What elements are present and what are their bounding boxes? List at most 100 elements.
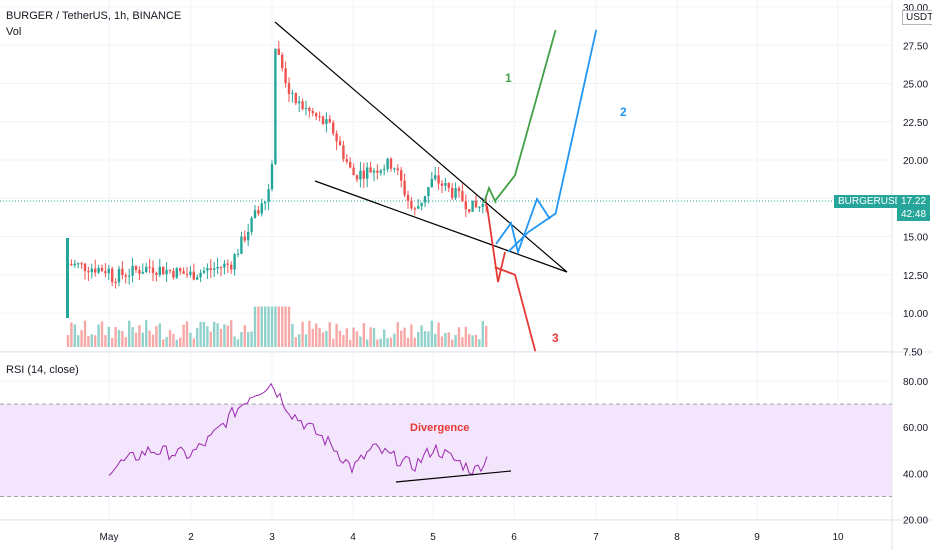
candle-body [437,175,440,184]
candle-body [264,201,267,204]
volume-bar [168,330,172,347]
volume-bar [233,336,236,347]
volume-bar [131,327,134,347]
candle-body [240,236,243,254]
volume-bar [151,334,155,347]
volume-bar [474,334,478,347]
candle-body [386,158,389,170]
volume-bar [264,306,267,347]
volume-bar [379,338,382,347]
candle-body [420,202,423,207]
candle-body [121,268,124,276]
candle-body [70,264,73,266]
volume-bar [270,306,274,347]
volume-bar [287,306,291,347]
candle-body [111,268,114,282]
volume-bar [325,330,328,347]
candle-body [168,269,172,272]
volume-bar [447,332,450,347]
volume-bar [216,323,219,347]
currency-label[interactable]: USDT [902,10,932,25]
candle-body [141,272,144,274]
time-tick-label: 5 [430,532,436,543]
volume-bar [444,332,447,347]
volume-bar [372,328,376,347]
volume-bar [383,329,386,347]
candle-body [447,183,450,188]
volume-bar [315,323,318,347]
candle-body [90,268,93,273]
volume-bar [457,327,461,347]
candle-body [315,113,318,117]
candle-body [284,68,287,84]
symbol-price-tag: BURGERUSDT [834,195,913,208]
candle-body [430,179,433,188]
candle-body [206,267,209,271]
candle-body [247,231,250,241]
volume-bar [410,324,413,347]
candle-body [202,270,206,273]
volume-bar [478,339,481,347]
projection-path-3-lead [486,205,506,283]
volume-bar [437,322,440,347]
volume-bar [247,331,250,347]
projection-path-1 [493,29,557,202]
candle-body [260,203,263,214]
time-tick-label: 6 [511,532,517,543]
volume-bar [253,306,257,347]
candle-body [461,191,464,202]
projection-path-2 [507,29,598,253]
rsi-indicator-label[interactable]: RSI (14, close) [6,364,79,376]
volume-bar [345,328,348,347]
volume-bar [451,339,454,347]
rsi-tick-label: 20.00 [903,516,928,527]
rsi-tick-label: 80.00 [903,377,928,388]
candle-body [464,201,467,210]
volume-bar [338,330,342,347]
projection-label-2: 2 [620,105,627,119]
candle-body [270,163,274,190]
candle-body [457,188,461,192]
volume-bar [165,336,168,347]
volume-bar [366,339,369,347]
volume-bar [481,321,484,347]
volume-bar [355,331,359,347]
candle-body [304,107,308,110]
time-tick-label: 9 [754,532,760,543]
candle-body [219,266,223,268]
candle-body [107,268,110,274]
candle-body [332,122,335,134]
candle-body [298,101,301,104]
volume-bar [440,336,444,347]
volume-bar [328,322,331,347]
volume-bar [352,327,355,347]
candle-body [294,93,297,104]
candle-body [389,158,393,169]
volume-bar [148,330,151,347]
candle-body [77,263,80,265]
candle-body [318,116,321,118]
time-tick-label: 10 [832,532,844,543]
volume-bar [260,306,263,347]
candle-body [403,180,406,195]
candle-body [209,267,212,270]
volume-indicator-label[interactable]: Vol [6,26,22,38]
projection-label-3: 3 [552,331,559,345]
candle-body [179,268,182,272]
candle-body [267,189,270,202]
volume-bar [202,322,206,347]
candle-body [138,269,141,274]
time-tick-label: May [100,532,119,543]
volume-bar [213,321,216,347]
price-tick-label: 22.50 [903,118,928,129]
rsi-line [108,382,488,476]
price-tick-label: 10.00 [903,309,928,320]
volume-bar [386,338,389,347]
candle-body [410,200,413,209]
candle-body [349,161,352,168]
volume-bar [145,320,148,347]
divergence-label: Divergence [410,422,469,434]
volume-bar [362,323,365,347]
wedge-upper-line [274,21,568,273]
